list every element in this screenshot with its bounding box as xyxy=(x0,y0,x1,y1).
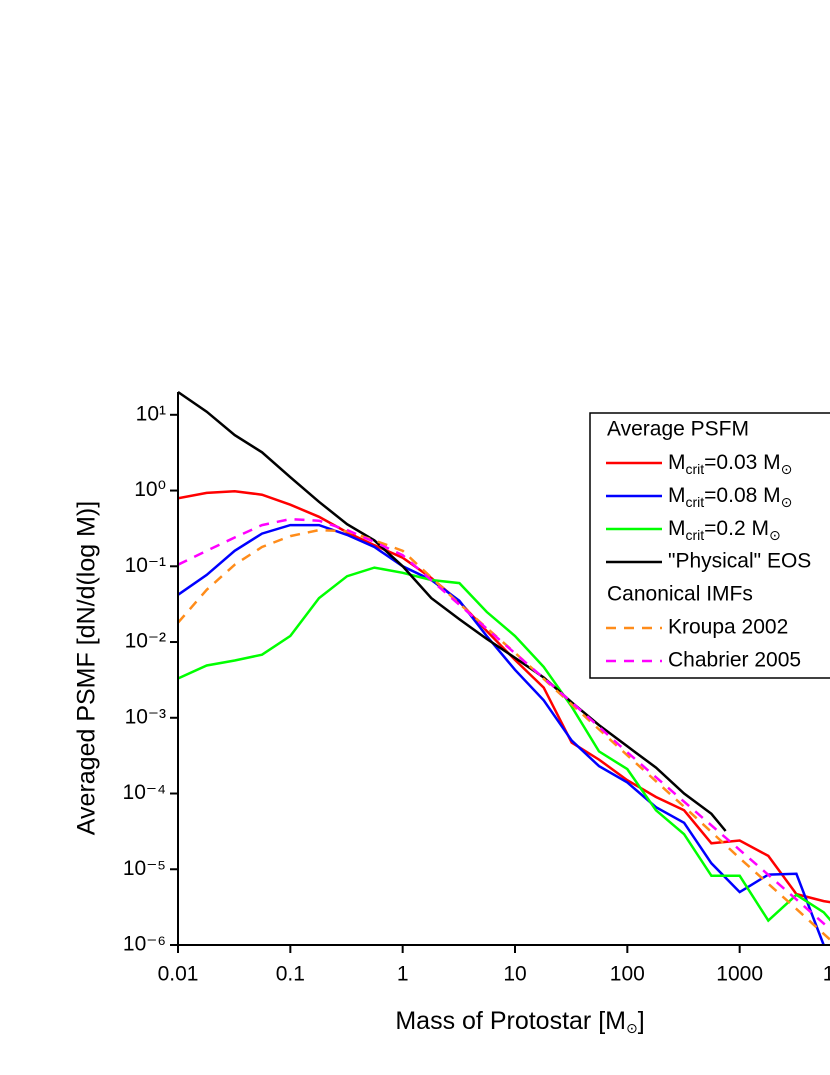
y-tick-label: 10⁻⁶ xyxy=(123,933,166,956)
legend-label: Mcrit=0.2 M⊙ xyxy=(668,517,781,543)
x-tick-label: 1000 xyxy=(716,963,763,986)
legend-box xyxy=(589,412,830,679)
x-tick-label: 100 xyxy=(610,963,645,986)
legend-label: Mcrit=0.08 M⊙ xyxy=(668,484,792,510)
y-tick-label: 10⁻¹ xyxy=(125,554,166,577)
plot-area xyxy=(178,390,830,946)
legend-label: Kroupa 2002 xyxy=(668,616,788,639)
y-tick-label: 10⁻³ xyxy=(125,705,166,728)
y-axis-label: Averaged PSMF [dN/d(log M)] xyxy=(73,501,101,835)
x-tick-label: 0.1 xyxy=(276,963,305,986)
x-tick-label: 10 xyxy=(503,963,526,986)
x-axis-label: Mass of Protostar [M⊙] xyxy=(395,1007,644,1036)
y-tick-label: 10⁰ xyxy=(134,478,166,501)
legend-label: Chabrier 2005 xyxy=(668,649,801,672)
x-tick-label: 10000 xyxy=(823,963,830,986)
series-line xyxy=(178,566,830,923)
y-tick-label: 10⁻² xyxy=(125,630,166,653)
legend-label: Mcrit=0.03 M⊙ xyxy=(668,451,792,477)
legend-label: "Physical" EOS xyxy=(668,550,811,573)
legend-group-title: Average PSFM xyxy=(607,418,749,441)
x-tick-label: 1 xyxy=(397,963,409,986)
series-line xyxy=(178,517,830,931)
series-line xyxy=(178,523,825,946)
legend-group-title: Canonical IMFs xyxy=(607,583,753,606)
y-tick-label: 10⁻⁵ xyxy=(123,857,166,880)
x-tick-label: 0.01 xyxy=(158,963,199,986)
series-line xyxy=(178,528,830,942)
y-tick-label: 10⁻⁴ xyxy=(123,781,166,804)
series-line xyxy=(178,489,830,904)
y-tick-label: 10¹ xyxy=(136,402,166,425)
series-line xyxy=(178,390,727,832)
